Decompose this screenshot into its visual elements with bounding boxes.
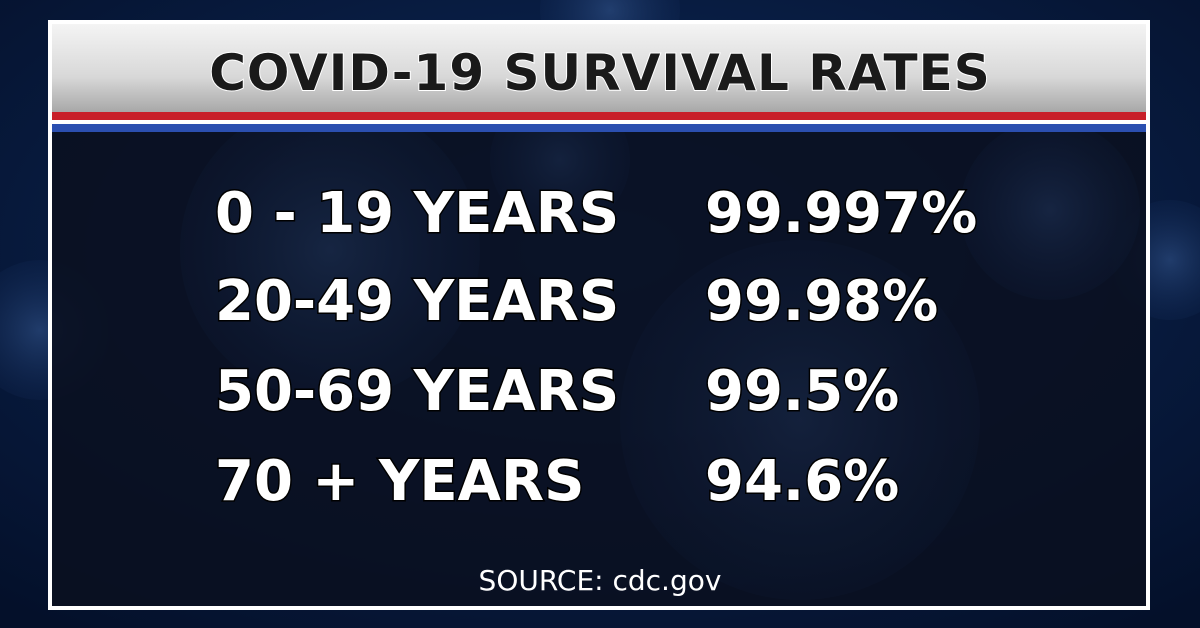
- survival-rate: 99.98%: [705, 269, 938, 334]
- survival-rate: 94.6%: [705, 449, 899, 514]
- red-stripe: [52, 112, 1146, 120]
- age-group: 70 + YEARS: [215, 449, 584, 514]
- white-stripe: [52, 120, 1146, 124]
- title: COVID-19 SURVIVAL RATES: [209, 44, 991, 102]
- survival-rate: 99.997%: [705, 181, 977, 246]
- age-group: 50-69 YEARS: [215, 359, 619, 424]
- rates-table: 0 - 19 YEARS 99.997% 20-49 YEARS 99.98% 50-6…: [214, 180, 979, 516]
- panel-decoration: [180, 90, 1140, 600]
- age-group: 0 - 19 YEARS: [215, 181, 619, 246]
- title-band: [52, 24, 1146, 112]
- source: SOURCE: cdc.gov: [479, 564, 722, 597]
- survival-rate: 99.5%: [705, 359, 899, 424]
- age-group: 20-49 YEARS: [215, 269, 619, 334]
- blue-stripe: [52, 124, 1146, 132]
